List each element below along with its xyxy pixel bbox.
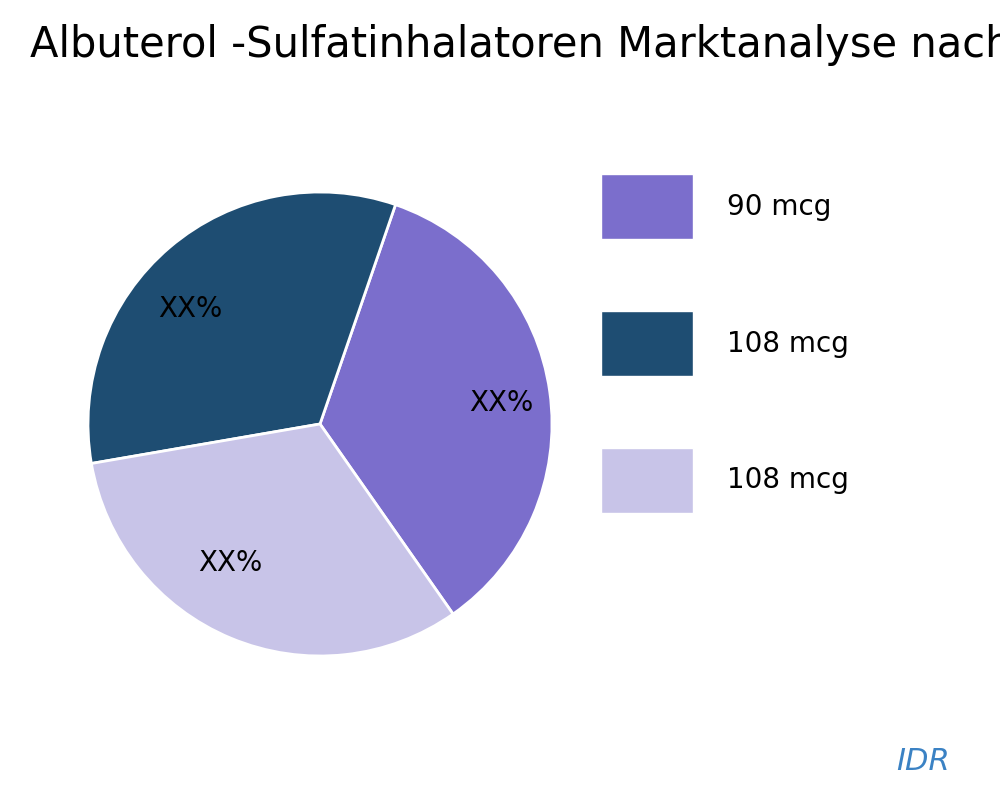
Text: XX%: XX%: [469, 389, 534, 417]
Text: 108 mcg: 108 mcg: [727, 330, 849, 358]
Text: 108 mcg: 108 mcg: [727, 466, 849, 494]
Wedge shape: [320, 205, 552, 614]
Wedge shape: [88, 192, 396, 463]
Wedge shape: [91, 424, 453, 656]
FancyBboxPatch shape: [601, 174, 693, 239]
FancyBboxPatch shape: [601, 448, 693, 513]
Text: XX%: XX%: [158, 295, 222, 323]
Text: 90 mcg: 90 mcg: [727, 193, 831, 221]
Text: Albuterol -Sulfatinhalatoren Marktanalyse nach Typ: Albuterol -Sulfatinhalatoren Marktanalys…: [30, 24, 1000, 66]
FancyBboxPatch shape: [601, 311, 693, 376]
Text: IDR: IDR: [896, 747, 950, 776]
Text: XX%: XX%: [198, 550, 262, 578]
